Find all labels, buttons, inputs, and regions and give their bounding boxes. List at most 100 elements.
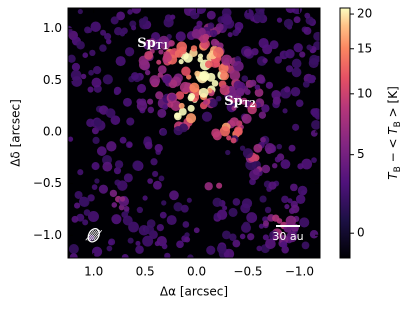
map-blob	[104, 32, 112, 41]
map-blob	[82, 219, 89, 226]
map-blob	[93, 118, 103, 127]
map-blob	[68, 54, 76, 63]
map-blob	[242, 221, 251, 230]
map-blob	[79, 196, 90, 208]
map-blob	[108, 238, 116, 246]
map-blob	[222, 230, 231, 240]
map-blob	[265, 81, 274, 89]
y-axis-label: Δδ [arcsec]	[9, 99, 23, 167]
map-blob	[114, 27, 123, 36]
map-blob	[91, 77, 102, 88]
colorbar-tick-label: 0	[357, 226, 365, 240]
map-blob	[268, 181, 277, 190]
map-blob	[212, 197, 222, 208]
map-blob	[272, 96, 281, 105]
x-tick-label: −0.5	[233, 265, 262, 279]
annotation-subscript: T1	[156, 42, 169, 52]
map-blob	[176, 41, 188, 53]
colorbar-label-part: > [K]	[386, 86, 400, 121]
map-blob	[261, 164, 271, 174]
map-blob	[272, 234, 279, 241]
map-blob	[249, 102, 257, 109]
map-blob	[232, 29, 240, 37]
map-blob	[229, 86, 236, 93]
map-blob	[117, 180, 128, 191]
map-blob	[170, 100, 182, 112]
map-blob	[121, 254, 129, 258]
map-blob	[253, 11, 265, 23]
map-blob	[202, 33, 210, 41]
map-blob	[192, 32, 199, 39]
map-blob	[87, 194, 95, 202]
map-blob	[179, 123, 189, 133]
map-blob	[282, 108, 288, 114]
map-blob	[285, 8, 296, 14]
map-blob	[185, 113, 197, 124]
map-blob	[83, 209, 91, 216]
map-blob	[253, 143, 263, 153]
map-blob	[132, 160, 143, 171]
y-tick-label: 0.5	[43, 73, 62, 87]
map-blob	[302, 80, 310, 88]
map-blob	[152, 170, 159, 178]
map-blob	[123, 173, 133, 183]
map-blob	[161, 200, 167, 206]
map-blob	[229, 117, 239, 127]
map-blob	[149, 75, 161, 86]
map-blob	[147, 38, 157, 47]
beam-hatch	[89, 230, 99, 241]
map-blob	[92, 136, 100, 145]
map-blob	[166, 215, 177, 226]
map-blob	[187, 104, 195, 112]
map-blob	[127, 142, 133, 148]
map-blob	[254, 84, 261, 90]
map-blob	[276, 17, 283, 23]
colorbar-tick-label: 5	[357, 147, 365, 161]
map-blob	[114, 160, 124, 169]
annotation: SpT1	[137, 36, 168, 52]
map-blob	[131, 72, 139, 80]
map-blob	[216, 243, 227, 254]
map-blob	[288, 207, 296, 214]
annotation: SpT2	[224, 94, 255, 110]
map-blob	[159, 211, 167, 219]
map-blob	[164, 252, 171, 258]
map-blob	[87, 210, 99, 222]
map-blob	[180, 204, 189, 213]
map-blob	[91, 184, 98, 190]
map-blob	[156, 59, 162, 65]
map-blob	[207, 22, 215, 29]
map-blob	[181, 66, 191, 77]
map-blob	[199, 72, 209, 81]
map-blob	[287, 198, 293, 204]
map-blob	[299, 217, 310, 228]
map-blob	[131, 25, 137, 31]
map-blob	[144, 50, 154, 60]
colorbar-tick-label: 15	[357, 41, 372, 55]
map-blob	[94, 178, 100, 184]
map-blob	[233, 61, 244, 72]
annotation-text: Sp	[224, 94, 242, 109]
map-blob	[306, 44, 313, 51]
map-blob	[137, 83, 147, 93]
map-blob	[186, 197, 192, 203]
map-blob	[310, 130, 318, 137]
map-blob	[232, 198, 241, 206]
map-blob	[105, 108, 116, 118]
map-blob	[187, 254, 194, 258]
map-blob	[178, 102, 185, 109]
map-blob	[111, 214, 122, 225]
y-tick-label: −1.0	[33, 228, 62, 242]
map-blob	[211, 79, 219, 87]
map-blob	[225, 149, 231, 156]
map-blob	[209, 29, 218, 38]
map-blob	[87, 86, 94, 93]
map-blob	[206, 245, 216, 255]
beam-hatch	[85, 230, 95, 241]
map-blob	[109, 189, 118, 198]
map-blob	[262, 57, 268, 64]
map-blob	[193, 227, 200, 234]
map-blob	[218, 63, 229, 74]
map-blob	[163, 51, 171, 58]
map-blob	[307, 75, 316, 84]
